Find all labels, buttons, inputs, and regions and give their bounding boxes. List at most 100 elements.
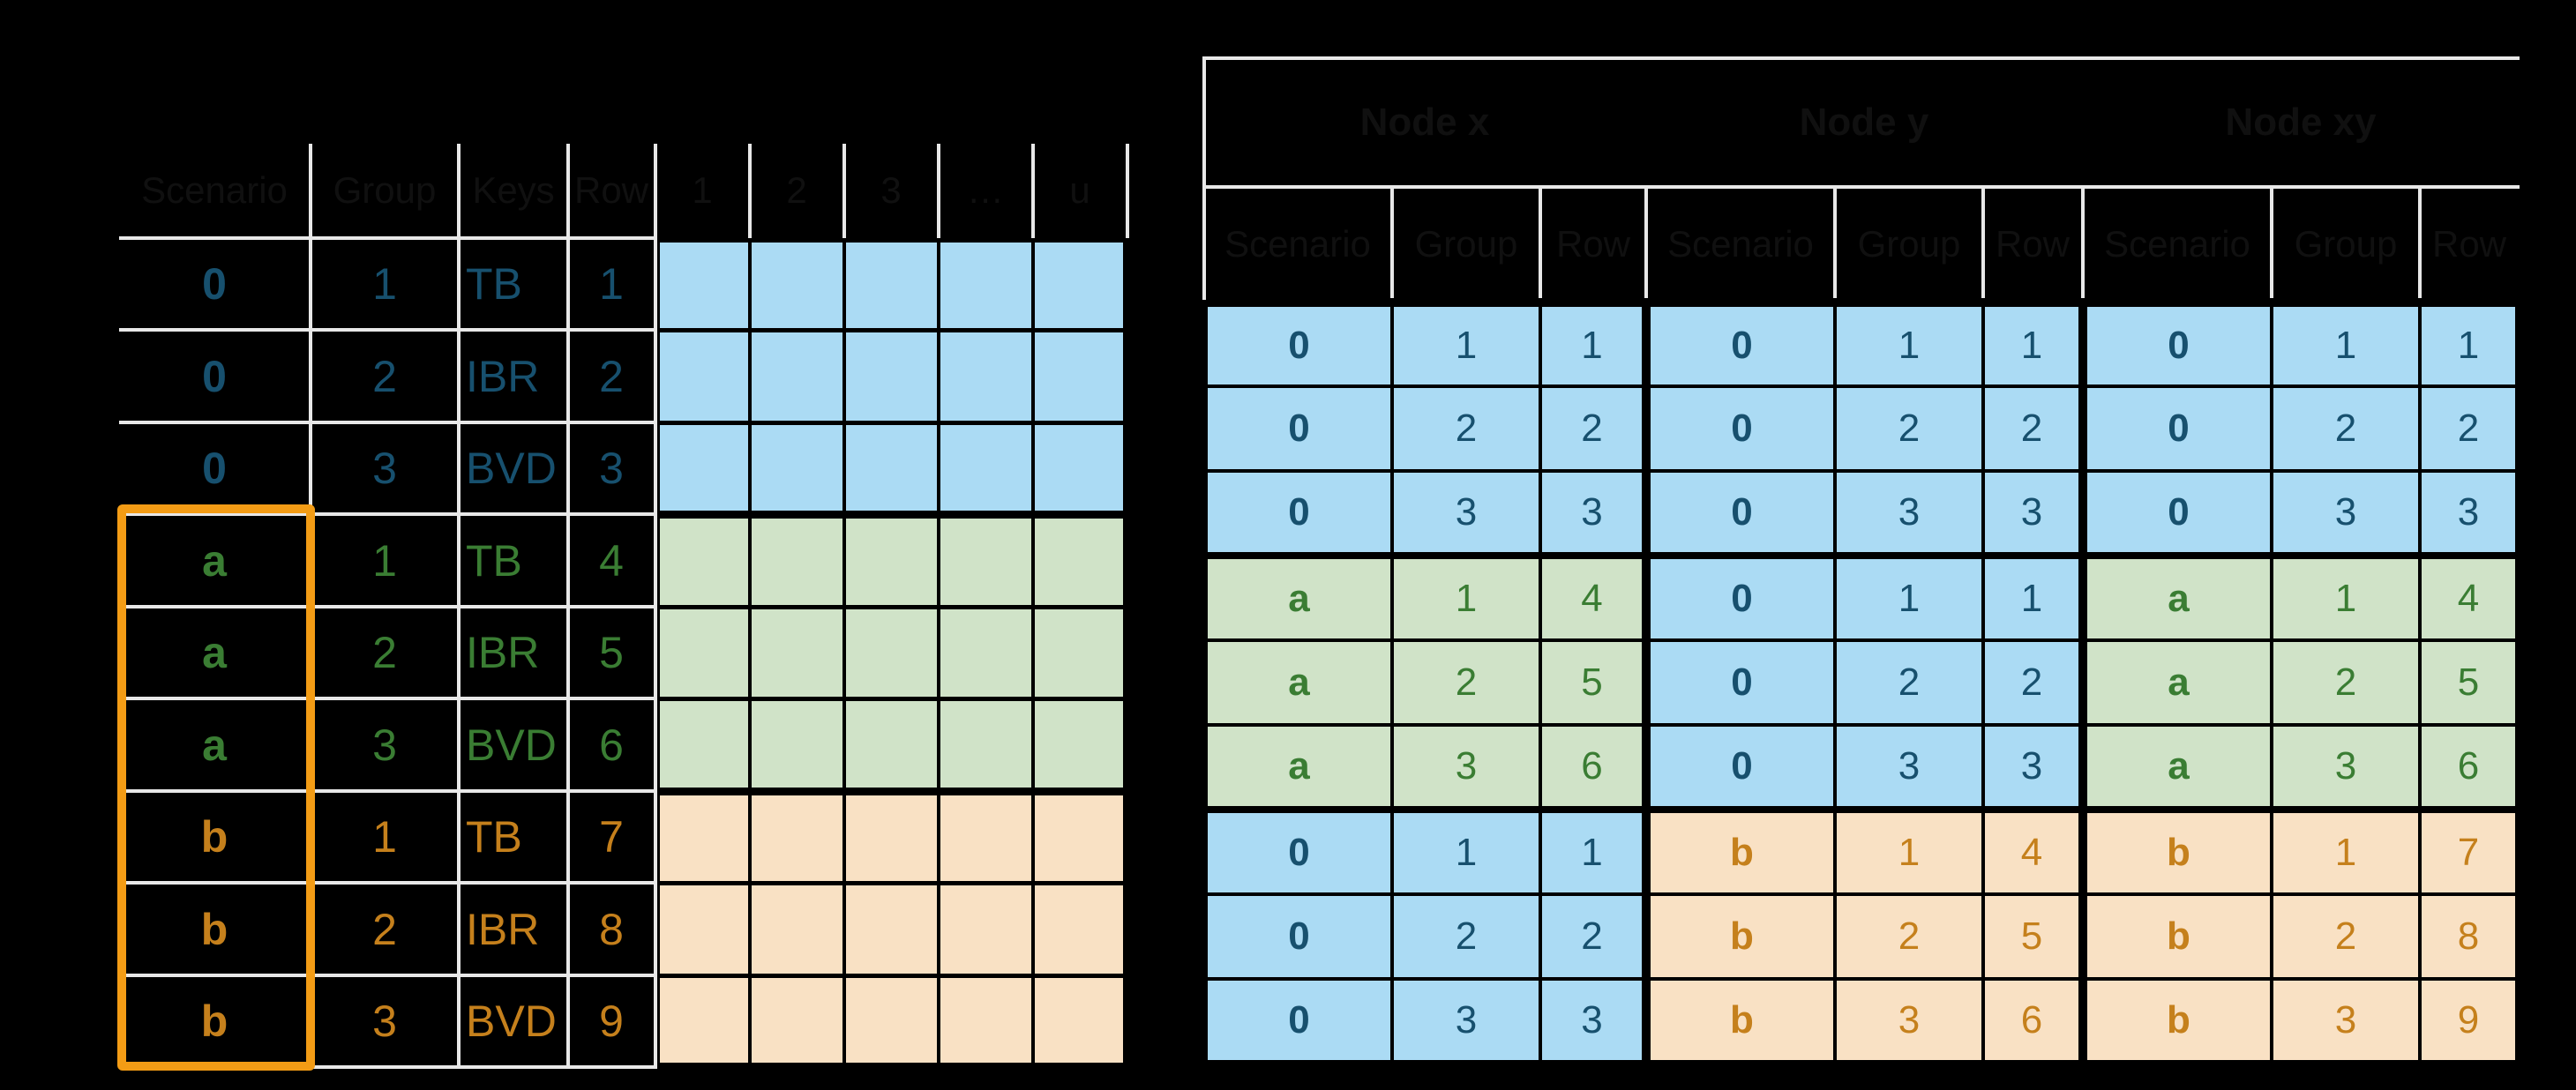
right-subheader-group: Group: [1414, 223, 1518, 265]
left-matrix-cell: [940, 332, 1031, 421]
right-y-scenario-cell: b: [1651, 896, 1833, 977]
right-y-group-cell: 1: [1837, 559, 1981, 638]
right-x-scenario-cell: a: [1208, 727, 1390, 806]
left-header-col-3: 3: [880, 169, 902, 211]
left-grid-hline: [119, 236, 655, 240]
left-matrix-cell: [752, 609, 842, 697]
right-table-top-border: [1204, 56, 2520, 60]
left-keys-cell: BVD: [466, 997, 557, 1046]
left-matrix-cell: [660, 519, 748, 605]
right-xy-scenario-cell: b: [2087, 896, 2270, 977]
right-x-group-cell: 1: [1394, 307, 1539, 384]
left-group-cell: 1: [372, 535, 397, 586]
right-subheader-scenario: Scenario: [1667, 223, 1814, 265]
right-xy-group-cell: 2: [2273, 896, 2418, 977]
right-xy-row-cell: 2: [2422, 388, 2515, 469]
right-xy-scenario-cell: b: [2087, 981, 2270, 1060]
right-x-row-cell: 5: [1542, 642, 1642, 723]
right-y-row-cell: 3: [1985, 473, 2078, 552]
right-subheader-group: Group: [2294, 223, 2398, 265]
left-grid-hline: [119, 512, 655, 516]
left-matrix-cell: [660, 885, 748, 974]
left-row-cell: 4: [599, 535, 624, 586]
right-y-row-cell: 1: [1985, 307, 2078, 384]
right-y-scenario-cell: 0: [1651, 727, 1833, 806]
right-y-group-cell: 3: [1837, 727, 1981, 806]
scenario-highlight-box: [117, 504, 315, 1071]
right-x-group-cell: 3: [1394, 981, 1539, 1060]
left-matrix-cell: [846, 332, 937, 421]
left-matrix-cell: [752, 978, 842, 1063]
right-grid-vline-header: [1390, 187, 1394, 298]
right-node-band-divider: [1204, 185, 2520, 189]
left-header-keys: Keys: [472, 169, 555, 211]
left-keys-cell: TB: [466, 535, 522, 586]
right-xy-scenario-cell: 0: [2087, 473, 2270, 552]
right-x-scenario-cell: 0: [1208, 813, 1390, 892]
left-matrix-cell: [940, 978, 1031, 1063]
left-matrix-cell: [940, 243, 1031, 328]
left-matrix-cell: [846, 243, 937, 328]
left-grid-hline: [119, 605, 655, 608]
right-xy-scenario-cell: 0: [2087, 388, 2270, 469]
left-scenario-cell: b: [200, 904, 228, 954]
left-matrix-cell: [660, 425, 748, 511]
left-group-cell: 2: [372, 628, 397, 677]
left-scenario-cell: a: [202, 628, 227, 677]
left-keys-cell: IBR: [466, 351, 540, 401]
left-grid-vline-header: [1031, 144, 1035, 238]
left-matrix-cell: [940, 425, 1031, 511]
right-y-group-cell: 1: [1837, 813, 1981, 892]
right-y-scenario-cell: 0: [1651, 388, 1833, 469]
right-xy-row-cell: 1: [2422, 307, 2515, 384]
left-row-cell: 2: [599, 351, 624, 401]
left-group-cell: 3: [372, 720, 397, 770]
right-xy-scenario-cell: b: [2087, 813, 2270, 892]
right-xy-group-cell: 3: [2273, 981, 2418, 1060]
right-xy-scenario-cell: 0: [2087, 307, 2270, 384]
right-y-row-cell: 2: [1985, 642, 2078, 723]
right-xy-scenario-cell: a: [2087, 559, 2270, 638]
right-y-row-cell: 6: [1985, 981, 2078, 1060]
left-row-cell: 6: [599, 720, 624, 770]
left-matrix-cell: [846, 425, 937, 511]
right-y-group-cell: 3: [1837, 473, 1981, 552]
left-keys-cell: BVD: [466, 720, 557, 770]
right-y-row-cell: 1: [1985, 559, 2078, 638]
left-matrix-cell: [660, 332, 748, 421]
right-grid-vline-header: [2270, 187, 2273, 298]
left-header-col-1: 1: [692, 169, 713, 211]
right-y-row-cell: 5: [1985, 896, 2078, 977]
right-xy-row-cell: 7: [2422, 813, 2515, 892]
left-matrix-cell: [1035, 519, 1123, 605]
right-y-group-cell: 2: [1837, 642, 1981, 723]
right-subheader-scenario: Scenario: [1224, 223, 1371, 265]
node-y-header: Node y: [1799, 101, 1929, 144]
right-y-group-cell: 1: [1837, 307, 1981, 384]
right-xy-group-cell: 3: [2273, 473, 2418, 552]
right-x-scenario-cell: a: [1208, 642, 1390, 723]
left-header-col-ellipsis: …: [967, 169, 1004, 211]
left-keys-cell: TB: [466, 812, 522, 862]
right-y-row-cell: 3: [1985, 727, 2078, 806]
left-matrix-cell: [1035, 795, 1123, 881]
right-y-scenario-cell: b: [1651, 981, 1833, 1060]
right-y-scenario-cell: 0: [1651, 559, 1833, 638]
right-x-row-cell: 2: [1542, 896, 1642, 977]
left-matrix-cell: [846, 701, 937, 788]
right-xy-scenario-cell: a: [2087, 642, 2270, 723]
right-xy-row-cell: 9: [2422, 981, 2515, 1060]
right-grid-vline-header: [2418, 187, 2422, 298]
right-xy-group-cell: 2: [2273, 388, 2418, 469]
left-grid-hline: [119, 697, 655, 700]
right-grid-vline-header: [1539, 187, 1542, 298]
left-keys-cell: IBR: [466, 904, 540, 954]
right-y-scenario-cell: b: [1651, 813, 1833, 892]
left-scenario-cell: 0: [202, 259, 227, 309]
left-matrix-cell: [752, 243, 842, 328]
right-xy-scenario-cell: a: [2087, 727, 2270, 806]
right-x-row-cell: 1: [1542, 813, 1642, 892]
left-group-cell: 2: [372, 904, 397, 954]
left-matrix-cell: [940, 519, 1031, 605]
